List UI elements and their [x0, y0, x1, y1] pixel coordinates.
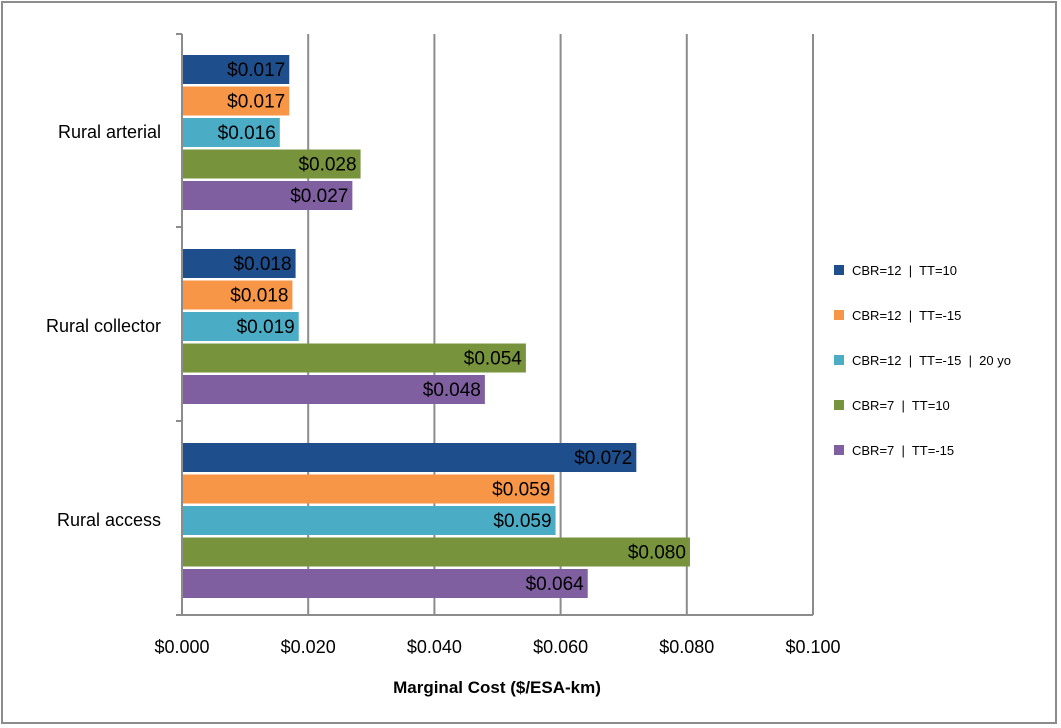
bar [182, 537, 690, 567]
legend-label: CBR=12 | TT=10 [852, 263, 957, 278]
legend-label: CBR=7 | TT=10 [852, 398, 950, 413]
bar [182, 443, 637, 472]
legend-label: CBR=12 | TT=-15 | 20 yo [852, 353, 1011, 368]
bar-data-label: $0.019 [237, 317, 295, 338]
bars: $0.017 $0.018 $0.072 $0.017 $0.018 $0.059 $0.0… [182, 55, 690, 598]
legend-swatch [834, 355, 844, 365]
category-label: Rural access [57, 510, 161, 530]
bar-data-label: $0.072 [574, 448, 632, 469]
legend-label: CBR=7 | TT=-15 [852, 443, 954, 458]
bar-data-label: $0.059 [492, 480, 550, 501]
legend-label: CBR=12 | TT=-15 [852, 308, 961, 323]
bar-data-label: $0.018 [230, 286, 288, 307]
bar [182, 474, 555, 504]
bar [182, 118, 280, 147]
legend: CBR=12 | TT=10 CBR=12 | TT=-15 CBR=12 | TT… [834, 263, 1011, 458]
legend-swatch [834, 445, 844, 455]
bar [182, 506, 556, 535]
bar [182, 280, 293, 310]
bar-data-label: $0.017 [227, 60, 285, 81]
bar [182, 149, 361, 179]
bar-data-label: $0.080 [628, 543, 686, 564]
legend-swatch [834, 400, 844, 410]
category-labels: Rural arterial Rural collector Rural acces… [46, 122, 161, 530]
bar [182, 181, 353, 210]
bar-data-label: $0.017 [227, 92, 285, 113]
bar [182, 312, 299, 341]
legend-swatch [834, 265, 844, 275]
category-label: Rural arterial [58, 122, 161, 142]
bar [182, 55, 290, 84]
bar-data-label: $0.059 [493, 511, 551, 532]
x-tick-label: $0.000 [154, 637, 209, 657]
bar-data-label: $0.048 [423, 380, 481, 401]
bar [182, 569, 588, 598]
bar [182, 249, 296, 278]
legend-swatch [834, 310, 844, 320]
bar-data-label: $0.016 [218, 123, 276, 144]
bar [182, 375, 485, 404]
bar [182, 86, 290, 116]
bar-data-label: $0.027 [290, 186, 348, 207]
x-tick-label: $0.080 [659, 637, 714, 657]
bar-data-label: $0.054 [464, 349, 523, 370]
x-tick-label: $0.040 [407, 637, 462, 657]
category-axis [176, 33, 813, 616]
x-tick-label: $0.020 [281, 637, 336, 657]
bar-data-label: $0.064 [526, 574, 585, 595]
bar [182, 343, 526, 373]
x-tick-label: $0.100 [785, 637, 840, 657]
bar-data-label: $0.028 [298, 155, 356, 176]
category-label: Rural collector [46, 316, 161, 336]
bar-data-label: $0.018 [233, 254, 291, 275]
x-axis-title: Marginal Cost ($/ESA-km) [393, 678, 601, 697]
x-tick-labels: $0.000 $0.020 $0.040 $0.060 $0.080 $0.100 [154, 637, 840, 657]
x-tick-label: $0.060 [533, 637, 588, 657]
